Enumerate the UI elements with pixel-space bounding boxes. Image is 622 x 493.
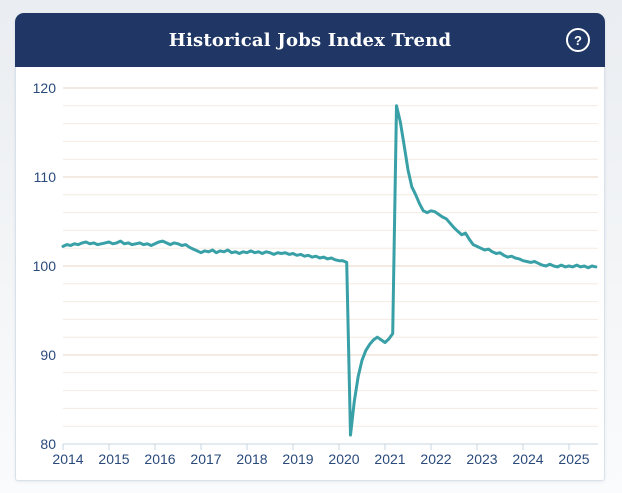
x-axis-label: 2022	[420, 451, 451, 467]
x-axis-label: 2021	[374, 451, 405, 467]
chart-area: 2014 2015 2016 2017 2018 2019 2020 2021 2022 2023…	[16, 67, 604, 479]
jobs-index-card: Historical Jobs Index Trend ? 2014 2015 20…	[15, 13, 605, 481]
x-axis-label: 2018	[236, 451, 267, 467]
x-axis-label: 2014	[52, 451, 83, 467]
y-axis-label: 120	[33, 80, 57, 96]
x-axis-label: 2023	[466, 451, 497, 467]
help-icon: ?	[566, 28, 590, 52]
x-axis-label: 2024	[512, 451, 543, 467]
x-axis-label: 2017	[190, 451, 221, 467]
y-axis-label: 90	[40, 347, 56, 363]
y-axis-label: 100	[33, 258, 57, 274]
x-axis-label: 2025	[558, 451, 589, 467]
x-axis-label: 2016	[144, 451, 175, 467]
x-axis-label: 2015	[98, 451, 129, 467]
jobs-index-line	[61, 104, 598, 437]
chart-title: Historical Jobs Index Trend	[168, 29, 452, 51]
x-axis-label: 2019	[282, 451, 313, 467]
y-axis-label: 80	[40, 436, 56, 452]
card-header: Historical Jobs Index Trend ?	[15, 13, 605, 67]
x-axis-label: 2020	[328, 451, 359, 467]
y-axis-label: 110	[34, 169, 57, 185]
jobs-index-chart: 2014 2015 2016 2017 2018 2019 2020 2021 2022 2023…	[33, 80, 598, 467]
help-button[interactable]: ?	[566, 28, 590, 52]
